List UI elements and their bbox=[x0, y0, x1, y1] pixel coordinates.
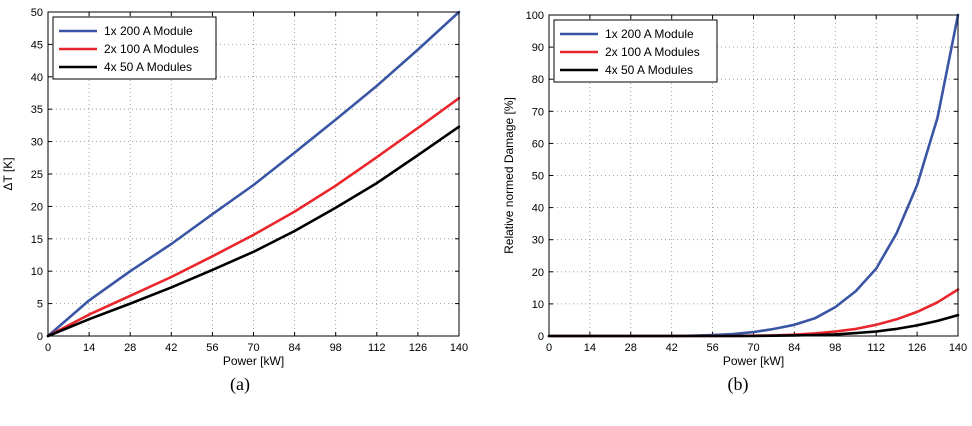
y-tick-label: 10 bbox=[31, 266, 43, 278]
legend-label-1: 2x 100 A Modules bbox=[104, 42, 199, 56]
y-tick-label: 50 bbox=[31, 7, 43, 19]
y-axis-label: Relative normed Damage [%] bbox=[502, 97, 516, 254]
y-tick-label: 0 bbox=[37, 331, 43, 343]
x-tick-label: 28 bbox=[625, 342, 637, 354]
y-tick-label: 90 bbox=[532, 42, 544, 54]
chart-caption: (a) bbox=[230, 374, 250, 395]
y-tick-label: 25 bbox=[31, 169, 43, 181]
x-tick-label: 14 bbox=[83, 342, 95, 354]
chart-1: 0 14 28 42 56 70 84 98 112 126 140 0 10 20 30 40 50 60 70 8… bbox=[502, 10, 967, 395]
x-tick-label: 112 bbox=[867, 342, 885, 354]
y-tick-label: 35 bbox=[31, 104, 43, 116]
x-tick-label: 14 bbox=[584, 342, 596, 354]
y-tick-label: 5 bbox=[37, 299, 43, 311]
series-line-0 bbox=[46, 10, 461, 338]
y-tick-label: 30 bbox=[31, 137, 43, 149]
y-axis-label: ΔT [K] bbox=[1, 157, 15, 190]
x-tick-label: 126 bbox=[908, 342, 926, 354]
legend: 1x 200 A Module 2x 100 A Modules 4x 50 A M… bbox=[553, 19, 718, 83]
x-tick-label: 70 bbox=[747, 342, 759, 354]
x-tick-label: 42 bbox=[165, 342, 177, 354]
legend-label-0: 1x 200 A Module bbox=[605, 27, 694, 41]
y-tick-label: 50 bbox=[532, 171, 544, 183]
legend-label-0: 1x 200 A Module bbox=[104, 24, 193, 38]
x-tick-label: 56 bbox=[206, 342, 218, 354]
x-tick-label: 98 bbox=[829, 342, 841, 354]
axes-frame bbox=[548, 14, 959, 337]
x-tick-label: 140 bbox=[949, 342, 967, 354]
x-tick-label: 112 bbox=[368, 342, 386, 354]
x-tick-label: 70 bbox=[247, 342, 259, 354]
axes-frame bbox=[47, 11, 460, 337]
x-axis-label: Power [kW] bbox=[223, 354, 284, 368]
x-tick-label: 56 bbox=[706, 342, 718, 354]
legend-label-2: 4x 50 A Modules bbox=[605, 63, 693, 77]
x-tick-label: 0 bbox=[546, 342, 552, 354]
x-tick-label: 28 bbox=[124, 342, 136, 354]
legend: 1x 200 A Module 2x 100 A Modules 4x 50 A M… bbox=[52, 16, 217, 80]
legend-label-1: 2x 100 A Modules bbox=[605, 45, 700, 59]
y-tick-label: 45 bbox=[31, 39, 43, 51]
y-tick-label: 40 bbox=[31, 72, 43, 84]
x-tick-label: 98 bbox=[330, 342, 342, 354]
x-tick-label: 84 bbox=[788, 342, 800, 354]
chart-caption: (b) bbox=[728, 374, 749, 395]
series-line-2 bbox=[46, 125, 461, 338]
series-line-1 bbox=[46, 96, 461, 338]
x-tick-label: 140 bbox=[450, 342, 468, 354]
y-tick-label: 100 bbox=[526, 10, 544, 22]
x-tick-label: 84 bbox=[288, 342, 300, 354]
y-tick-label: 0 bbox=[538, 331, 544, 343]
y-tick-label: 80 bbox=[532, 74, 544, 86]
legend-label-2: 4x 50 A Modules bbox=[104, 60, 192, 74]
x-axis-label: Power [kW] bbox=[723, 354, 784, 368]
y-tick-label: 20 bbox=[31, 201, 43, 213]
x-tick-label: 0 bbox=[45, 342, 51, 354]
y-tick-label: 60 bbox=[532, 138, 544, 150]
y-tick-label: 20 bbox=[532, 267, 544, 279]
x-tick-label: 126 bbox=[409, 342, 427, 354]
y-tick-label: 15 bbox=[31, 234, 43, 246]
chart-0: 0 14 28 42 56 70 84 98 112 126 140 0 5 10 15 20 25 30 35 40… bbox=[1, 7, 468, 395]
y-tick-label: 70 bbox=[532, 106, 544, 118]
y-tick-label: 10 bbox=[532, 299, 544, 311]
y-tick-label: 40 bbox=[532, 203, 544, 215]
x-tick-label: 42 bbox=[666, 342, 678, 354]
y-tick-label: 30 bbox=[532, 235, 544, 247]
